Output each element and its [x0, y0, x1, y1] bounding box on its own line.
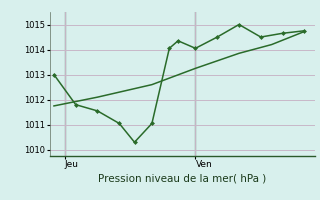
X-axis label: Pression niveau de la mer( hPa ): Pression niveau de la mer( hPa )	[98, 173, 267, 183]
